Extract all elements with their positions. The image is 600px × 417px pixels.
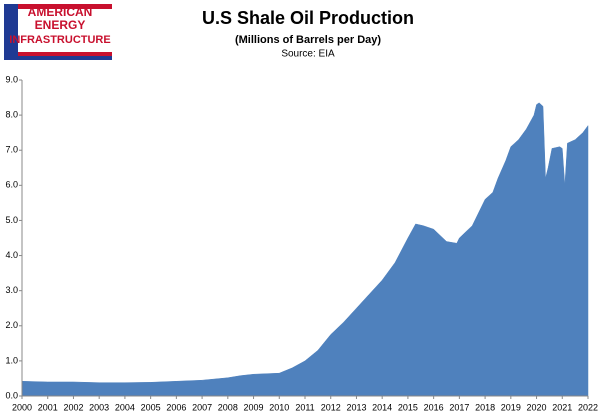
x-tick-label: 2001 (38, 402, 58, 412)
x-tick-label: 2003 (89, 402, 109, 412)
x-tick-label: 2015 (398, 402, 418, 412)
logo-text: INFRASTRUCTURE (9, 34, 110, 46)
x-tick-label: 2020 (527, 402, 547, 412)
y-tick-label: 5.0 (5, 215, 18, 225)
x-tick-label: 2010 (269, 402, 289, 412)
x-tick-label: 2017 (449, 402, 469, 412)
x-tick-label: 2021 (552, 402, 572, 412)
x-tick-label: 2011 (295, 402, 314, 412)
chart-title: U.S Shale Oil Production (202, 8, 414, 28)
x-tick-label: 2007 (192, 402, 212, 412)
y-tick-label: 7.0 (5, 145, 18, 155)
x-tick-label: 2000 (12, 402, 32, 412)
y-tick-label: 0.0 (5, 390, 18, 400)
y-tick-label: 9.0 (5, 74, 18, 84)
x-tick-label: 2009 (244, 402, 264, 412)
chart-subtitle: (Millions of Barrels per Day) (235, 34, 381, 46)
logo-flag (4, 4, 112, 60)
logo-text: AMERICAN (28, 5, 93, 19)
y-tick-label: 1.0 (5, 355, 18, 365)
area (21, 102, 589, 397)
x-tick-label: 2019 (501, 402, 521, 412)
x-tick-label: 2005 (141, 402, 161, 412)
y-tick-label: 8.0 (5, 109, 18, 119)
x-tick-label: 2018 (475, 402, 495, 412)
logo-text: ENERGY (35, 18, 86, 32)
x-tick-label: 2013 (346, 402, 366, 412)
x-tick-label: 2022 (578, 402, 598, 412)
y-tick-label: 2.0 (5, 320, 18, 330)
x-tick-label: 2014 (372, 402, 392, 412)
source: Source: EIA (281, 49, 335, 60)
x-tick-label: 2008 (218, 402, 238, 412)
x-tick-label: 2016 (424, 402, 444, 412)
y-tick-label: 6.0 (5, 180, 18, 190)
x-tick-label: 2006 (166, 402, 186, 412)
y-tick-label: 4.0 (5, 250, 18, 260)
x-tick-label: 2012 (321, 402, 341, 412)
x-tick-label: 2004 (115, 402, 135, 412)
y-tick-label: 3.0 (5, 285, 18, 295)
x-tick-label: 2002 (63, 402, 83, 412)
